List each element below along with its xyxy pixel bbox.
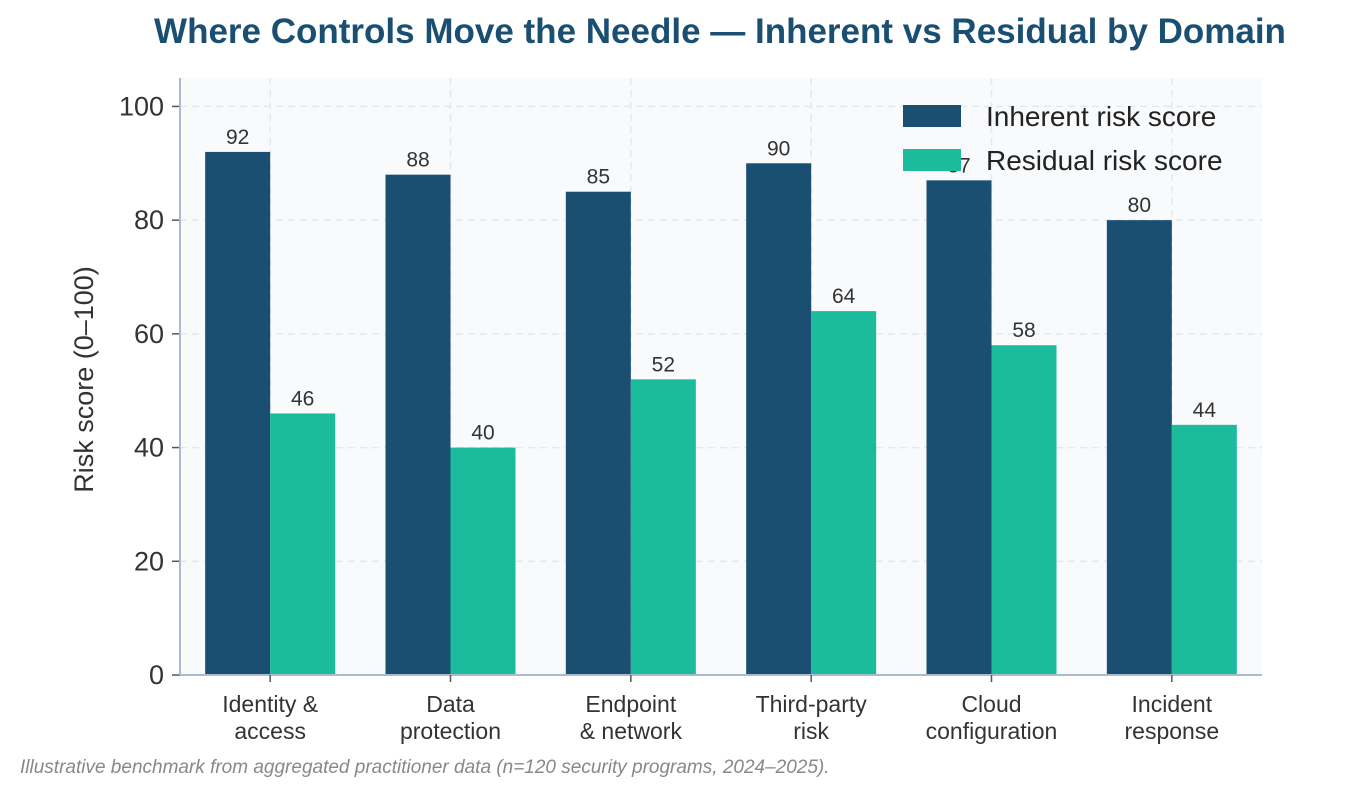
x-tick-label: Third-party xyxy=(756,691,868,717)
bar-inherent xyxy=(1106,220,1172,675)
x-tick-label: response xyxy=(1125,718,1220,744)
legend-label: Residual risk score xyxy=(986,145,1223,176)
bar-inherent xyxy=(385,174,451,675)
bars xyxy=(205,151,1237,676)
y-tick-label: 20 xyxy=(134,546,164,576)
x-tick-label: access xyxy=(234,718,306,744)
x-tick-label: Cloud xyxy=(961,691,1021,717)
data-label: 46 xyxy=(291,387,314,410)
data-label: 40 xyxy=(471,422,494,445)
data-label: 52 xyxy=(652,353,675,376)
y-axis-title: Risk score (0–100) xyxy=(69,266,99,493)
axes xyxy=(172,78,1262,682)
bar-residual xyxy=(450,447,516,675)
bar-residual xyxy=(270,413,336,675)
x-tick-label: risk xyxy=(793,718,829,744)
y-tick-label: 0 xyxy=(149,660,164,690)
y-tick-label: 60 xyxy=(134,319,164,349)
y-tick-label: 80 xyxy=(134,205,164,235)
data-label: 92 xyxy=(226,126,249,149)
y-tick-label: 100 xyxy=(119,91,164,121)
footnote: Illustrative benchmark from aggregated p… xyxy=(20,757,830,778)
x-tick-label: Endpoint xyxy=(585,691,676,717)
bar-residual xyxy=(630,379,696,675)
x-tick-label: Incident xyxy=(1132,691,1213,717)
legend-label: Inherent risk score xyxy=(986,101,1216,132)
data-label: 44 xyxy=(1193,399,1217,422)
x-tick-label: Identity & xyxy=(222,691,318,717)
labels: 020406080100928885908780464052645844Iden… xyxy=(69,91,1219,744)
bar-residual xyxy=(811,311,877,675)
y-tick-label: 40 xyxy=(134,433,164,463)
data-label: 85 xyxy=(587,166,610,189)
data-label: 90 xyxy=(767,137,790,160)
x-tick-label: configuration xyxy=(926,718,1058,744)
bar-inherent xyxy=(926,180,992,676)
chart-title: Where Controls Move the Needle — Inheren… xyxy=(154,12,1286,51)
plot-area xyxy=(180,78,1262,675)
bar-residual xyxy=(991,345,1057,675)
x-tick-label: protection xyxy=(400,718,501,744)
legend-swatch xyxy=(903,149,961,171)
data-label: 64 xyxy=(832,285,856,308)
x-tick-label: Data xyxy=(426,691,475,717)
data-label: 80 xyxy=(1128,194,1151,217)
data-label: 88 xyxy=(406,149,429,172)
data-label: 58 xyxy=(1012,319,1035,342)
legend: Inherent risk score Residual risk score xyxy=(903,101,1223,176)
bar-residual xyxy=(1171,424,1237,675)
bar-inherent xyxy=(205,151,271,675)
bar-inherent xyxy=(746,163,812,676)
bar-inherent xyxy=(565,191,631,675)
legend-swatch xyxy=(903,105,961,127)
x-tick-label: & network xyxy=(580,718,683,744)
